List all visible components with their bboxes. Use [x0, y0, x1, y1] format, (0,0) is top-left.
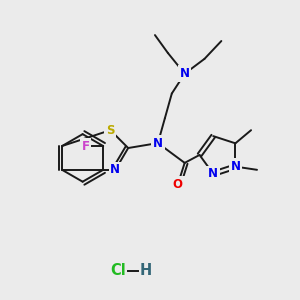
- Text: N: N: [180, 67, 190, 80]
- Text: F: F: [81, 140, 89, 152]
- Text: N: N: [230, 160, 240, 173]
- Text: S: S: [106, 124, 115, 137]
- Text: N: N: [153, 136, 163, 150]
- Text: Cl: Cl: [110, 263, 126, 278]
- Text: H: H: [140, 263, 152, 278]
- Text: N: N: [110, 163, 120, 176]
- Text: O: O: [173, 178, 183, 191]
- Text: N: N: [208, 167, 218, 180]
